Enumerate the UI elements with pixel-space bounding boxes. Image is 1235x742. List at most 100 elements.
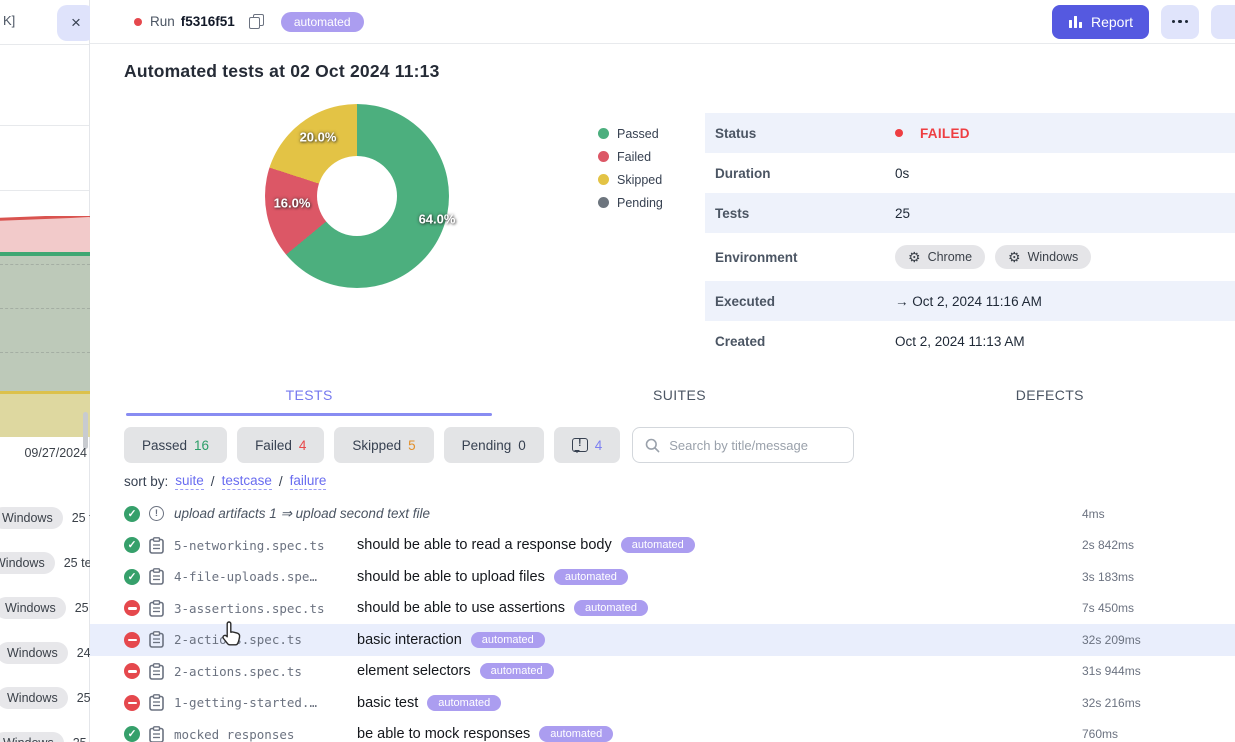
- chart-legend: Passed Failed Skipped Pending: [598, 122, 663, 214]
- automated-badge: automated: [470, 631, 545, 648]
- runs-list: Windows 25 test Windows 25 test Windows …: [0, 504, 90, 742]
- filter-pending-button[interactable]: Pending 0: [443, 427, 544, 463]
- filter-failed-button[interactable]: Failed 4: [237, 427, 325, 463]
- results-donut-chart: 64.0% 16.0% 20.0%: [265, 104, 455, 288]
- clipboard-icon: [149, 568, 164, 586]
- report-button[interactable]: Report: [1051, 4, 1149, 39]
- test-row[interactable]: 1-getting-started.… basic test automated …: [90, 687, 1235, 719]
- run-list-item[interactable]: Windows 25 test: [0, 549, 90, 576]
- tab-suites[interactable]: SUITES: [653, 387, 706, 403]
- sort-label: sort by:: [124, 474, 169, 489]
- tests-count: 24 tes: [76, 645, 90, 660]
- test-duration: 4ms: [1082, 506, 1105, 521]
- executed-value: → Oct 2, 2024 11:16 AM: [895, 293, 1042, 309]
- test-duration: 31s 944ms: [1082, 664, 1141, 679]
- tab-defects[interactable]: DEFECTS: [1015, 387, 1084, 403]
- minus-circle-icon: [124, 663, 140, 680]
- sort-by-testcase[interactable]: testcase: [221, 473, 272, 490]
- test-row[interactable]: 5-networking.spec.ts should be able to r…: [90, 530, 1235, 562]
- automated-badge: automated: [553, 568, 628, 585]
- test-row[interactable]: mocked responses be able to mock respons…: [90, 719, 1235, 742]
- run-status-dot: [134, 17, 142, 26]
- close-icon[interactable]: ×: [57, 5, 95, 41]
- test-row[interactable]: 3-assertions.spec.ts should be able to u…: [90, 593, 1235, 625]
- run-detail-panel: Run f5316f51 automated Report Automated …: [90, 0, 1235, 742]
- search-icon: [645, 438, 660, 452]
- clipboard-icon: [149, 694, 164, 712]
- gear-icon: ⚙: [1008, 249, 1021, 265]
- check-circle-icon: [124, 726, 140, 742]
- check-circle-icon: [124, 568, 140, 585]
- test-row[interactable]: upload artifacts 1 ⇒ upload second text …: [90, 498, 1235, 530]
- sort-by-suite[interactable]: suite: [175, 473, 204, 490]
- test-row[interactable]: 2-actions.spec.ts basic interaction autom…: [90, 624, 1235, 656]
- clipboard-icon: [149, 662, 164, 680]
- spec-file: 5-networking.spec.ts: [174, 537, 325, 553]
- run-list-item[interactable]: Windows 25 test: [0, 504, 90, 531]
- legend-item-passed: Passed: [598, 122, 663, 145]
- spec-file: 2-actions.spec.ts: [174, 632, 302, 648]
- copy-icon[interactable]: [247, 12, 267, 32]
- clipboard-icon: [149, 631, 164, 649]
- tests-count: 25 tes: [76, 690, 90, 705]
- trend-failed-band: [0, 218, 90, 252]
- automated-badge: automated: [280, 11, 364, 32]
- legend-item-failed: Failed: [598, 145, 663, 168]
- filter-retries-button[interactable]: 4: [553, 427, 621, 463]
- test-title: upload artifacts 1 ⇒ upload second text …: [174, 505, 430, 521]
- clipboard-icon: [149, 725, 164, 742]
- env-pill-chrome[interactable]: ⚙ Chrome: [895, 245, 986, 269]
- report-button-label: Report: [1090, 13, 1133, 30]
- check-circle-icon: [124, 537, 140, 554]
- test-row[interactable]: 2-actions.spec.ts element selectors autom…: [90, 656, 1235, 688]
- test-duration: 7s 450ms: [1082, 601, 1135, 616]
- test-title: should be able to upload files: [357, 568, 545, 585]
- trend-passed-band: [0, 256, 90, 391]
- sort-by-failure[interactable]: failure: [289, 473, 327, 490]
- search-input[interactable]: [669, 437, 842, 453]
- test-duration: 760ms: [1082, 727, 1119, 742]
- divider: [0, 44, 89, 45]
- ellipsis-icon[interactable]: [1161, 4, 1199, 39]
- filter-passed-button[interactable]: Passed 16: [124, 427, 228, 463]
- automated-badge: automated: [573, 600, 648, 617]
- env-pill-windows[interactable]: ⚙ Windows: [995, 245, 1092, 269]
- test-duration: 32s 216ms: [1082, 695, 1141, 710]
- automated-badge: automated: [427, 694, 502, 711]
- runs-sidebar: K] × 09/27/2024 Windows 25 test Windows: [0, 0, 95, 742]
- passed-slice-label: 64.0%: [418, 211, 456, 227]
- minus-circle-icon: [124, 600, 140, 617]
- automated-badge: automated: [479, 663, 554, 680]
- detail-row-created: Created Oct 2, 2024 11:13 AM: [715, 333, 1025, 349]
- result-tabs: TESTS SUITES DEFECTS: [124, 380, 1235, 416]
- scrollbar-thumb[interactable]: [83, 412, 88, 449]
- minus-circle-icon: [124, 694, 140, 711]
- failed-dot-icon: [598, 151, 609, 162]
- run-label: Run: [150, 14, 175, 29]
- tab-tests[interactable]: TESTS: [124, 380, 494, 416]
- test-duration: 2s 842ms: [1082, 538, 1135, 553]
- filter-skipped-button[interactable]: Skipped 5: [334, 427, 434, 463]
- tests-count: 25 test: [71, 510, 90, 525]
- run-list-item[interactable]: Windows 25 tes: [0, 594, 90, 621]
- run-list-item[interactable]: Windows 24 tes: [0, 639, 90, 666]
- run-list-item[interactable]: Windows 25 tes: [0, 729, 90, 742]
- test-title: element selectors: [357, 663, 471, 680]
- check-circle-icon: [124, 505, 140, 522]
- env-badge: Windows: [0, 596, 66, 619]
- tests-count: 25 tes: [73, 736, 90, 742]
- created-value: Oct 2, 2024 11:13 AM: [895, 333, 1025, 349]
- detail-row-environment: Environment ⚙ Chrome ⚙ Windows: [705, 233, 1235, 281]
- spec-file: 2-actions.spec.ts: [174, 663, 302, 679]
- run-id: f5316f51: [180, 14, 235, 29]
- detail-row-executed: Executed → Oct 2, 2024 11:16 AM: [705, 281, 1235, 321]
- tests-count: 25 tes: [74, 600, 90, 615]
- info-circle-icon: [149, 506, 164, 522]
- spec-file: 4-file-uploads.spe…: [174, 569, 317, 585]
- partial-button[interactable]: [1211, 4, 1235, 39]
- automated-badge: automated: [539, 726, 614, 742]
- run-list-item[interactable]: Windows 25 tes: [0, 684, 90, 711]
- test-row[interactable]: 4-file-uploads.spe… should be able to up…: [90, 561, 1235, 593]
- detail-row-duration: Duration 0s: [715, 165, 910, 181]
